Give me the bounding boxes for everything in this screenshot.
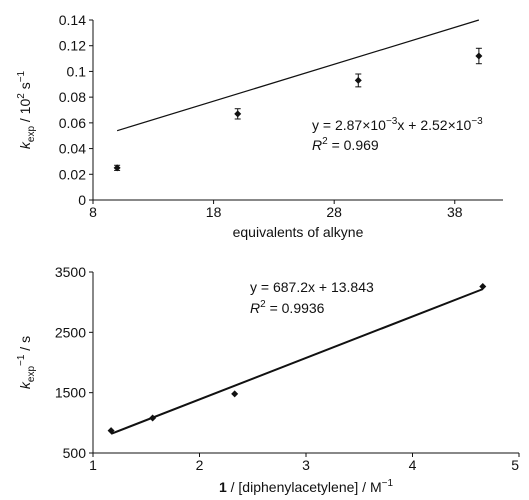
chart-1-y-tick-label: 0.04 (59, 141, 86, 157)
equation-exponent: −3 (471, 116, 483, 127)
chart-2-x-axis-label: 1 / [diphenylacetylene] / M−1 (219, 478, 394, 495)
chart-1-data-point (354, 76, 362, 84)
ylabel-unit: s (17, 82, 33, 93)
chart-1-x-axis-label: equivalents of alkyne (233, 224, 364, 240)
xlabel-superscript: −1 (382, 478, 394, 489)
chart-2-x-tick-label: 2 (196, 457, 204, 473)
ylabel-superscript: −1 (16, 70, 27, 82)
chart-2-y-tick-label: 1500 (55, 385, 86, 401)
chart-1-y-tick-label: 0.06 (59, 115, 86, 131)
r2-value: = 0.9936 (266, 300, 325, 316)
ylabel-unit: / 10 (17, 99, 33, 126)
chart-1-y-tick-label: 0 (78, 192, 86, 208)
chart-1-x-tick-label: 38 (447, 204, 463, 220)
ylabel-superscript: −1 (16, 354, 27, 366)
chart-1-equation: y = 2.87×10−3x + 2.52×10−3 (312, 116, 483, 133)
equation-part: x + 2.52×10 (397, 117, 471, 133)
chart-2-x-tick-label: 3 (302, 457, 310, 473)
chart-1-x-tick-label: 18 (206, 204, 222, 220)
chart-1-y-tick-label: 0.14 (59, 12, 86, 28)
r2-superscript: 2 (322, 136, 328, 147)
chart-2-y-tick-label: 3500 (55, 264, 86, 280)
equation-exponent: −3 (386, 116, 398, 127)
chart-2-r-squared: R2 = 0.9936 (250, 299, 325, 316)
chart-2-fit-line (110, 288, 484, 435)
chart-1-y-tick-label: 0.1 (67, 63, 87, 79)
chart-1-x-tick-label: 28 (326, 204, 342, 220)
chart-2-equation: y = 687.2x + 13.843 (250, 279, 374, 295)
chart-1-x-tick-label: 8 (89, 204, 97, 220)
r2-value: = 0.969 (328, 137, 379, 153)
ylabel-unit: / s (17, 336, 33, 355)
chart-2-x-tick-label: 5 (511, 457, 519, 473)
ylabel-main: k (17, 381, 33, 389)
chart-1-data-point (475, 52, 483, 60)
chart-2-data-point (149, 414, 157, 422)
equation-part: y = 2.87×10 (312, 117, 386, 133)
chart-2-x-tick-label: 4 (409, 457, 417, 473)
chart-1-r-squared: R2 = 0.969 (312, 136, 379, 153)
ylabel-subscript: exp (26, 126, 37, 143)
chart-1: 0 0.02 0.04 0.06 0.08 0.1 0.12 0.14 8 18 28 38 y = 2… (16, 12, 503, 240)
chart-2-data-point (479, 282, 487, 290)
chart-2-y-axis-label: kexp−1 / s (16, 336, 37, 389)
ylabel-subscript: exp (26, 366, 37, 383)
ylabel-superscript: 2 (16, 93, 27, 99)
ylabel-main: k (17, 141, 33, 149)
r2-label: R (250, 300, 260, 316)
chart-1-data-point (113, 164, 121, 172)
r2-superscript: 2 (260, 299, 266, 310)
chart-2-y-tick-label: 2500 (55, 324, 86, 340)
chart-1-y-tick-label: 0.12 (59, 38, 86, 54)
chart-1-y-tick-label: 0.02 (59, 166, 86, 182)
chart-2-y-tick-label: 500 (63, 445, 87, 461)
xlabel-text: / [diphenylacetylene] / M (227, 479, 382, 495)
xlabel-bold: 1 (219, 479, 227, 495)
chart-1-y-axis-label: kexp / 102 s−1 (16, 70, 37, 149)
r2-label: R (312, 137, 322, 153)
chart-2-x-tick-label: 1 (89, 457, 97, 473)
chart-1-fit-line (116, 19, 480, 132)
chart-2-data-point (231, 390, 239, 398)
chart-1-data-point (234, 110, 242, 118)
chart-1-y-tick-label: 0.08 (59, 89, 86, 105)
chart-2-data-point (107, 427, 115, 435)
